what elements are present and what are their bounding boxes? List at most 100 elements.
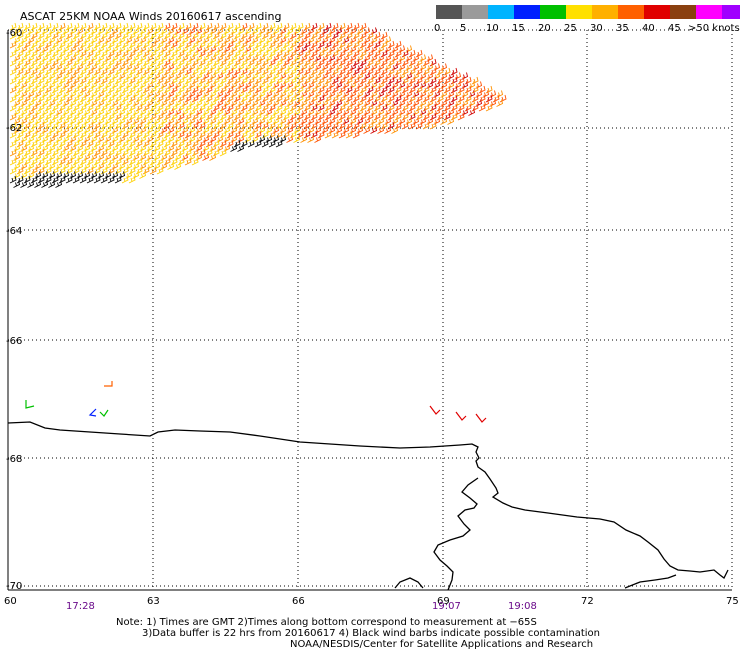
lat-label-60: -60: [6, 28, 22, 39]
wind-barb: [443, 112, 451, 121]
wind-barb: [426, 108, 434, 116]
wind-barb: [170, 130, 178, 139]
wind-barb: [86, 130, 94, 139]
wind-barb: [275, 49, 283, 58]
wind-barb: [170, 67, 178, 76]
wind-barb: [254, 94, 262, 103]
wind-barb: [135, 112, 143, 121]
wind-barb: [125, 144, 133, 152]
wind-barb: [76, 72, 84, 80]
wind-barb: [160, 27, 168, 35]
wind-barb: [34, 63, 42, 71]
wind-barb: [72, 94, 80, 103]
wind-barb: [405, 63, 413, 71]
wind-barb: [310, 112, 318, 121]
wind-barb: [160, 72, 168, 80]
wind-barb: [272, 54, 280, 62]
wind-barb: [125, 162, 133, 170]
wind-barb: [100, 67, 108, 76]
wind-barb: [307, 63, 315, 71]
wind-barb: [93, 121, 101, 130]
wind-barb: [338, 49, 346, 58]
wind-barb: [370, 27, 378, 35]
wind-barb: [394, 94, 402, 103]
wind-barb: [338, 40, 346, 49]
wind-barb: [132, 171, 140, 179]
wind-barb: [139, 171, 147, 179]
wind-barb: [405, 108, 413, 116]
wind-barb: [51, 148, 59, 157]
wind-barb: [191, 49, 199, 58]
wind-barb: [321, 99, 329, 107]
wind-barb: [177, 40, 185, 49]
wind-barb: [265, 27, 273, 35]
wind-barb: [226, 40, 234, 49]
wind-barb: [457, 94, 465, 103]
wind-barb: [79, 58, 87, 67]
wind-barb: [181, 81, 189, 89]
wind-barb: [55, 90, 63, 98]
wind-barb: [128, 85, 136, 94]
wind-barb: [209, 99, 217, 107]
wind-barb: [139, 144, 147, 152]
wind-barb: [163, 148, 171, 157]
wind-barb: [55, 81, 63, 89]
wind-barb: [83, 171, 91, 179]
wind-barb: [93, 157, 101, 166]
wind-barb: [443, 103, 451, 112]
wind-barb: [62, 90, 70, 98]
latitude-labels: -60 -62 -64 -66 -68 -70: [6, 28, 22, 592]
wind-barb: [366, 85, 374, 94]
wind-barb: [83, 45, 91, 53]
wind-barb: [261, 112, 269, 121]
wind-barb: [83, 63, 91, 71]
wind-barb: [142, 157, 150, 166]
wind-barb: [426, 72, 434, 80]
wind-barb: [13, 171, 21, 179]
wind-barb: [132, 81, 140, 89]
wind-barb: [170, 85, 178, 94]
wind-barb: [240, 121, 248, 130]
wind-barb: [331, 94, 339, 103]
wind-barb: [160, 90, 168, 98]
wind-barb: [303, 112, 311, 121]
wind-barb: [296, 22, 304, 31]
wind-barb: [426, 90, 434, 98]
wind-barb: [174, 153, 182, 161]
wind-barb: [254, 40, 262, 49]
wind-barb: [170, 22, 178, 31]
legend-label-40: 40: [642, 23, 655, 34]
wind-barb: [181, 54, 189, 62]
wind-barb: [69, 117, 77, 125]
wind-barb: [335, 54, 343, 62]
wind-barb: [349, 36, 357, 44]
wind-barb: [317, 22, 325, 31]
wind-barb: [205, 148, 213, 157]
wind-barb: [415, 76, 423, 85]
wind-barb: [100, 148, 108, 157]
wind-barb: [216, 54, 224, 62]
wind-barb: [254, 67, 262, 76]
wind-barb: [93, 67, 101, 76]
wind-barb: [412, 72, 420, 80]
wind-barb: [97, 36, 105, 44]
wind-barb: [247, 94, 255, 103]
wind-barb: [254, 139, 262, 148]
wind-barb: [223, 27, 231, 35]
wind-barb: [69, 36, 77, 44]
wind-barb: [471, 85, 479, 94]
wind-barb: [317, 40, 325, 49]
coastline-ice-shelf-east: [433, 477, 479, 591]
wind-barb: [216, 90, 224, 98]
wind-barb: [212, 49, 220, 58]
wind-barb: [100, 94, 108, 103]
wind-barb: [237, 36, 245, 44]
wind-barb: [317, 67, 325, 76]
wind-barb: [359, 103, 367, 112]
wind-barb: [20, 63, 28, 71]
wind-barb: [247, 40, 255, 49]
wind-barb: [118, 90, 126, 98]
wind-barb: [198, 49, 206, 58]
wind-barb: [76, 36, 84, 44]
wind-barb: [258, 81, 266, 89]
